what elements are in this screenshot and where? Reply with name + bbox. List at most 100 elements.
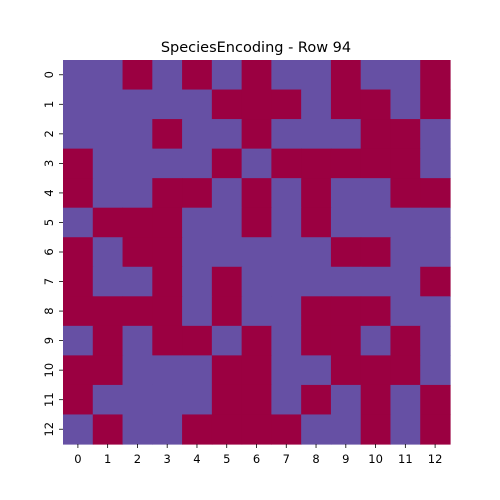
heatmap-cell: [152, 266, 183, 297]
heatmap-cell: [390, 237, 421, 268]
heatmap-cell: [211, 325, 243, 356]
heatmap-cell: [360, 325, 392, 356]
heatmap-cell: [360, 119, 392, 150]
heatmap-cell: [301, 60, 332, 91]
heatmap-cell: [390, 207, 421, 238]
heatmap-cell: [301, 207, 332, 238]
heatmap-cell: [390, 384, 421, 416]
heatmap-cell: [271, 414, 302, 445]
heatmap-cell: [360, 207, 392, 238]
heatmap-cell: [241, 119, 272, 150]
heatmap-cell: [182, 89, 213, 120]
heatmap-cell: [271, 325, 302, 356]
heatmap-cell: [211, 178, 243, 209]
heatmap-cell: [330, 355, 362, 386]
heatmap-cell: [241, 207, 272, 238]
heatmap-cell: [330, 119, 362, 150]
heatmap-cell: [92, 414, 124, 445]
heatmap-cell: [63, 178, 94, 209]
heatmap-cell: [152, 384, 183, 416]
heatmap-cell: [211, 89, 243, 120]
heatmap-cell: [182, 325, 213, 356]
heatmap-cell: [420, 355, 451, 386]
heatmap-cell: [182, 60, 213, 91]
heatmap-cell: [330, 325, 362, 356]
heatmap-cell: [241, 384, 272, 416]
heatmap-cell: [92, 119, 124, 150]
heatmap-cell: [241, 266, 272, 297]
heatmap-cell: [271, 384, 302, 416]
heatmap-cell: [152, 414, 183, 445]
heatmap-cell: [63, 237, 94, 268]
heatmap-cell: [420, 178, 451, 209]
heatmap-cell: [92, 207, 124, 238]
heatmap-cell: [152, 296, 183, 327]
y-tick-label: 9: [42, 337, 56, 344]
heatmap-cell: [182, 207, 213, 238]
heatmap-cell: [301, 414, 332, 445]
heatmap-cell: [211, 296, 243, 327]
heatmap-cell: [152, 148, 183, 179]
heatmap-cell: [241, 60, 272, 91]
heatmap-cell: [420, 414, 451, 445]
heatmap-cell: [63, 296, 94, 327]
heatmap-cell: [182, 237, 213, 268]
heatmap-cell: [152, 119, 183, 150]
heatmap-cell: [92, 237, 124, 268]
x-tick-label: 4: [193, 452, 200, 466]
y-tick-label: 10: [42, 363, 56, 378]
heatmap-cell: [330, 296, 362, 327]
heatmap-cell: [92, 60, 124, 91]
heatmap-cell: [241, 296, 272, 327]
heatmap-cell: [211, 119, 243, 150]
heatmap-cell: [63, 119, 94, 150]
heatmap-cell: [122, 355, 153, 386]
heatmap-cell: [360, 414, 392, 445]
y-tick-label: 8: [42, 307, 56, 314]
heatmap-cell: [152, 207, 183, 238]
heatmap-cell: [211, 355, 243, 386]
heatmap-cell: [360, 148, 392, 179]
heatmap-cell: [92, 325, 124, 356]
heatmap-cell: [152, 178, 183, 209]
heatmap-cell: [241, 237, 272, 268]
heatmap-cell: [122, 178, 153, 209]
heatmap-cell: [271, 148, 302, 179]
heatmap-cell: [63, 414, 94, 445]
heatmap-cell: [420, 296, 451, 327]
heatmap-cell: [241, 178, 272, 209]
heatmap-cell: [92, 148, 124, 179]
x-tick-label: 5: [223, 452, 230, 466]
heatmap-cell: [211, 266, 243, 297]
x-tick-label: 0: [74, 452, 81, 466]
heatmap-cell: [182, 384, 213, 416]
heatmap-cell: [330, 207, 362, 238]
heatmap-cell: [360, 237, 392, 268]
heatmap-cell: [92, 178, 124, 209]
heatmap-cell: [360, 384, 392, 416]
x-tick-label: 10: [368, 452, 383, 466]
heatmap-cell: [420, 384, 451, 416]
heatmap-cell: [301, 266, 332, 297]
heatmap-cell: [211, 414, 243, 445]
y-tick-label: 6: [42, 248, 56, 255]
heatmap-cell: [92, 384, 124, 416]
heatmap-cell: [63, 60, 94, 91]
heatmap-cell: [271, 119, 302, 150]
heatmap-cell: [330, 237, 362, 268]
heatmap-cell: [182, 414, 213, 445]
heatmap-cell: [420, 89, 451, 120]
heatmap-cell: [360, 89, 392, 120]
x-tick-label: 8: [312, 452, 319, 466]
heatmap-cell: [301, 89, 332, 120]
heatmap-cell: [122, 414, 153, 445]
heatmap-cell: [271, 296, 302, 327]
x-tick-label: 11: [398, 452, 413, 466]
heatmap-cell: [182, 266, 213, 297]
heatmap-cell: [92, 266, 124, 297]
heatmap-cells: [63, 60, 451, 445]
heatmap-cell: [360, 178, 392, 209]
y-tick-label: 2: [42, 130, 56, 137]
heatmap-cell: [122, 119, 153, 150]
